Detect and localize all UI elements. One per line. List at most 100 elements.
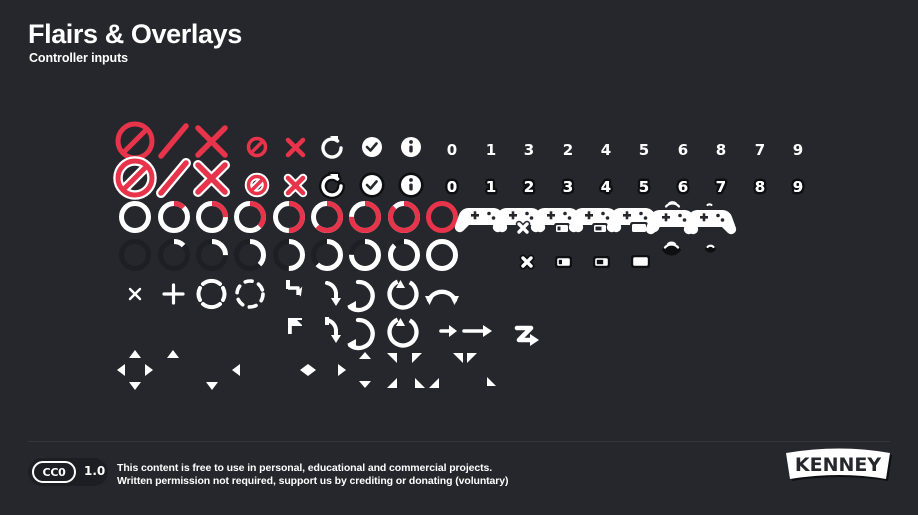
icon-grid xyxy=(113,121,737,390)
digit-outlined-8[interactable]: 8 xyxy=(753,177,766,198)
curve-arrow-down-alt-icon[interactable] xyxy=(325,317,341,343)
check-circle-icon[interactable] xyxy=(362,137,382,157)
gamepad-battery-mid-icon[interactable] xyxy=(568,208,622,234)
wireless-icon[interactable] xyxy=(662,241,681,256)
kenney-logo: KENNEY xyxy=(786,448,892,481)
corner-single-icon[interactable] xyxy=(487,377,496,386)
progress-ring-87[interactable] xyxy=(388,201,420,233)
digit-5[interactable]: 5 xyxy=(638,141,650,159)
arrow-right-short-icon[interactable] xyxy=(439,325,457,337)
arc-ring-87[interactable] xyxy=(388,239,420,271)
arc-ring-50[interactable] xyxy=(273,239,305,271)
dpad-vertical-icon[interactable] xyxy=(167,350,218,390)
plus-icon[interactable] xyxy=(162,283,185,305)
corner-top-left-icon[interactable] xyxy=(412,353,422,363)
digit-outlined-6[interactable]: 6 xyxy=(676,177,689,198)
digit-outlined-7[interactable]: 7 xyxy=(714,177,727,198)
refresh-outlined-icon[interactable] xyxy=(319,171,346,200)
corner-arrow-icon[interactable] xyxy=(286,280,306,297)
digit-4[interactable]: 4 xyxy=(600,141,612,159)
arc-ring-0[interactable] xyxy=(119,239,151,271)
dpad-left-icon[interactable] xyxy=(232,364,240,376)
slash-icon[interactable] xyxy=(158,123,189,159)
slash-outlined-icon[interactable] xyxy=(156,158,191,198)
info-circle-outlined-icon[interactable] xyxy=(398,172,424,198)
no-entry-small-outlined-icon[interactable] xyxy=(244,172,270,198)
check-circle-outlined-icon[interactable] xyxy=(359,172,385,198)
progress-ring-100[interactable] xyxy=(426,201,458,233)
corner-bottom-right-icon[interactable] xyxy=(387,378,397,388)
gamepad-wireless-icon[interactable] xyxy=(645,201,699,235)
corner-pair-icon[interactable] xyxy=(453,353,477,363)
cross-large-outlined-icon[interactable] xyxy=(193,160,230,197)
no-entry-outlined-icon[interactable] xyxy=(113,156,157,200)
dpad-four-way-icon[interactable] xyxy=(117,350,153,390)
arc-ring-62[interactable] xyxy=(311,239,343,271)
cross-large-icon[interactable] xyxy=(195,125,228,158)
cross-badge-icon[interactable] xyxy=(519,254,535,270)
rotate-ccw-icon[interactable] xyxy=(347,279,375,313)
progress-ring-37[interactable] xyxy=(234,201,266,233)
no-entry-small-icon[interactable] xyxy=(246,136,268,158)
progress-ring-75[interactable] xyxy=(349,201,381,233)
arrow-right-long-icon[interactable] xyxy=(462,325,492,337)
digit-outlined-9[interactable]: 9 xyxy=(791,177,804,198)
flag-corner-icon[interactable] xyxy=(288,318,302,334)
rotate-cw-loop-icon[interactable] xyxy=(385,276,422,313)
battery-mid-icon[interactable] xyxy=(593,256,610,268)
digit-6[interactable]: 6 xyxy=(677,141,689,159)
arc-ring-37[interactable] xyxy=(234,239,266,271)
corner-diagonal-icon[interactable] xyxy=(415,378,439,388)
digit-outlined-3[interactable]: 3 xyxy=(561,177,574,198)
digit-outlined-5[interactable]: 5 xyxy=(637,177,650,198)
progress-ring-50[interactable] xyxy=(273,201,305,233)
cross-small-icon[interactable] xyxy=(285,137,306,158)
cross-small-outlined-icon[interactable] xyxy=(283,173,308,198)
digit-1[interactable]: 1 xyxy=(485,141,497,159)
license-line-2: Written permission not required, support… xyxy=(117,475,509,487)
progress-ring-0[interactable] xyxy=(119,201,151,233)
digit-outlined-0[interactable]: 0 xyxy=(445,177,458,198)
arc-ring-12[interactable] xyxy=(158,239,190,271)
digit-7[interactable]: 7 xyxy=(754,141,766,159)
digit-outlined-2[interactable]: 2 xyxy=(522,177,535,198)
digit-2[interactable]: 2 xyxy=(562,141,574,159)
corner-top-icon[interactable] xyxy=(359,352,371,359)
digit-0[interactable]: 0 xyxy=(446,141,458,159)
battery-full-icon[interactable] xyxy=(631,255,650,268)
license-version: 1.0 xyxy=(84,464,106,478)
rotate-ccw-alt-icon[interactable] xyxy=(347,317,375,351)
arrow-zigzag-icon[interactable] xyxy=(514,325,539,346)
gamepad-icon[interactable] xyxy=(454,208,508,233)
arc-ring-25[interactable] xyxy=(196,239,228,271)
rotate-arc-icon[interactable] xyxy=(425,289,459,305)
no-entry-icon[interactable] xyxy=(115,121,155,161)
corner-top-right-icon[interactable] xyxy=(387,353,397,363)
gamepad-battery-low-icon[interactable] xyxy=(530,208,584,234)
gamepad-disconnected-icon[interactable] xyxy=(492,208,546,236)
progress-ring-25[interactable] xyxy=(196,201,228,233)
refresh-icon[interactable] xyxy=(321,136,343,159)
dpad-horizontal-pair-icon[interactable] xyxy=(300,364,316,376)
digit-outlined-1[interactable]: 1 xyxy=(484,177,497,198)
rotate-cw-loop-alt-icon[interactable] xyxy=(385,314,422,351)
close-small-icon[interactable] xyxy=(128,287,142,301)
digit-8[interactable]: 8 xyxy=(715,141,727,159)
curve-arrow-down-icon[interactable] xyxy=(325,281,341,306)
corner-bottom-icon[interactable] xyxy=(359,381,371,388)
wireless-weak-icon[interactable] xyxy=(705,244,716,253)
progress-ring-62[interactable] xyxy=(311,201,343,233)
arc-ring-75[interactable] xyxy=(349,239,381,271)
progress-ring-12[interactable] xyxy=(158,201,190,233)
info-circle-icon[interactable] xyxy=(401,137,421,157)
dpad-right-icon[interactable] xyxy=(338,364,346,376)
digit-outlined-4[interactable]: 4 xyxy=(599,177,612,198)
dashed-circle-icon[interactable] xyxy=(235,279,265,309)
digit-9[interactable]: 9 xyxy=(792,141,804,159)
digit-3[interactable]: 3 xyxy=(523,141,535,159)
gamepad-battery-full-icon[interactable] xyxy=(606,208,660,234)
brackets-circle-icon[interactable] xyxy=(196,278,227,310)
arc-ring-100[interactable] xyxy=(426,239,458,271)
battery-low-icon[interactable] xyxy=(555,256,572,268)
gamepad-wireless-weak-icon[interactable] xyxy=(683,203,737,235)
